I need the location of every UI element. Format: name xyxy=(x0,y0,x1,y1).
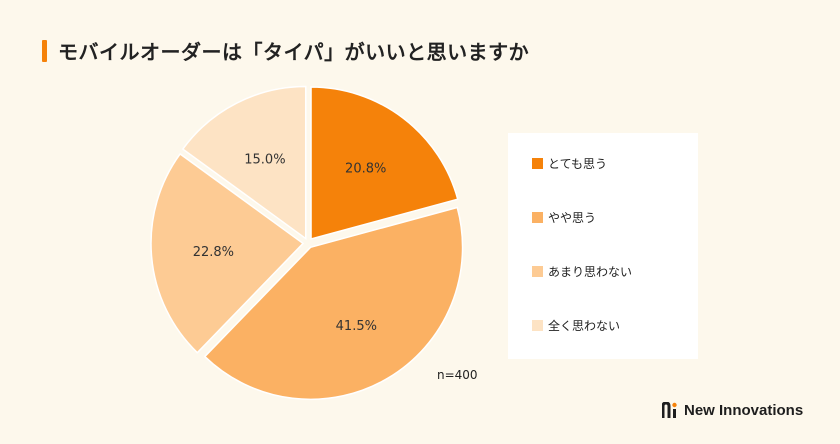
pie-slice-2 xyxy=(203,206,464,400)
slice-value-label: 41.5% xyxy=(336,319,377,334)
legend-swatch xyxy=(532,320,543,331)
legend-item: とても思う xyxy=(532,155,607,172)
title-accent-bar xyxy=(42,40,47,62)
page-title: モバイルオーダーは「タイパ」がいいと思いますか xyxy=(58,40,530,64)
pie-slice-1 xyxy=(310,86,459,241)
brand-logo: New Innovations xyxy=(662,402,803,419)
sample-size-note: n=400 xyxy=(437,368,478,382)
legend-label: 全く思わない xyxy=(548,319,621,333)
pie-slice-4 xyxy=(181,85,307,241)
legend-label: とても思う xyxy=(548,157,608,171)
legend-swatch xyxy=(532,266,543,277)
legend-swatch xyxy=(532,158,543,169)
slice-value-label: 15.0% xyxy=(244,152,285,167)
legend-label: やや思う xyxy=(548,211,597,225)
chart-legend: とても思うやや思うあまり思わない 全く思わない xyxy=(508,133,698,359)
ni-logo-icon xyxy=(662,402,677,418)
brand-name: New Innovations xyxy=(684,402,804,419)
pie-slice-3 xyxy=(150,152,305,354)
slice-value-label: 22.8% xyxy=(193,245,234,260)
legend-swatch xyxy=(532,212,543,223)
legend-item: 全く思わない xyxy=(532,317,620,334)
legend-item: やや思う xyxy=(532,209,596,226)
legend-label: あまり思わない xyxy=(548,265,633,279)
slice-value-label: 20.8% xyxy=(345,162,386,177)
legend-item: あまり思わない xyxy=(532,263,632,280)
